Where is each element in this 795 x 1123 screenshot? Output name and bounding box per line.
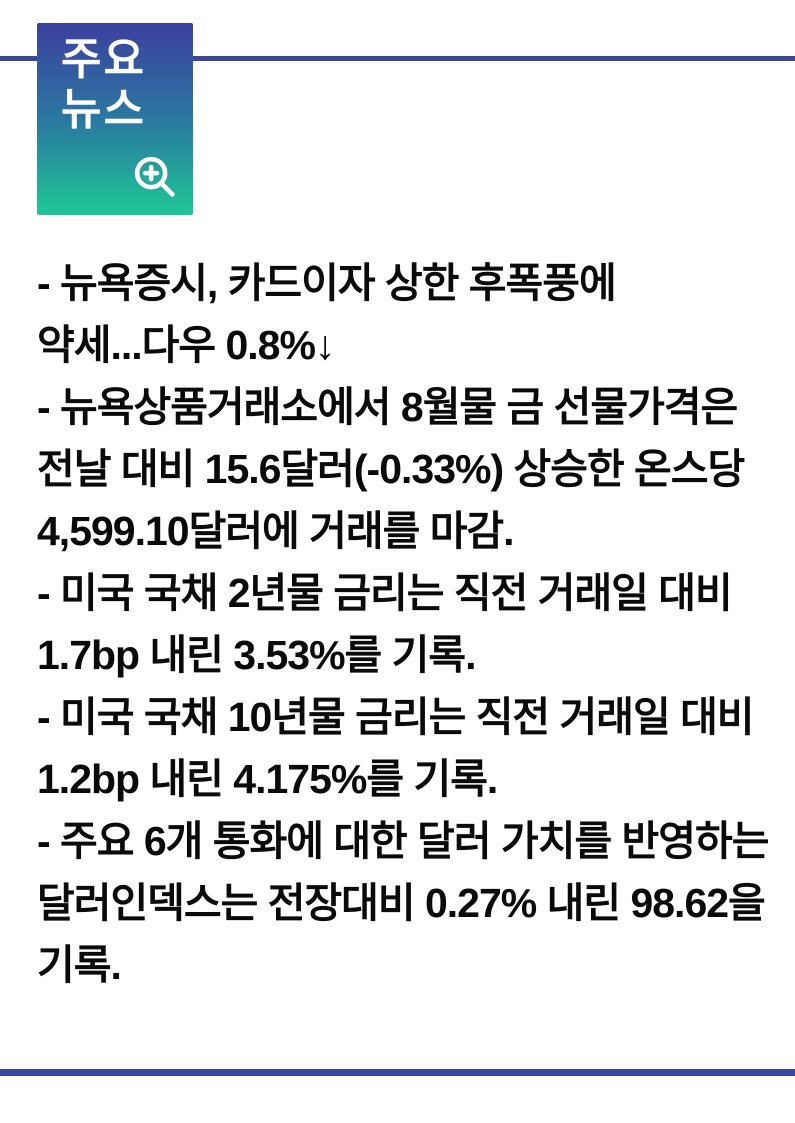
news-line: - 미국 국채 10년물 금리는 직전 거래일 대비 — [37, 694, 755, 740]
news-line: 달러인덱스는 전장대비 0.27% 내린 98.62을 — [37, 880, 766, 926]
bottom-divider — [0, 1069, 795, 1076]
news-line: 1.7bp 내린 3.53%를 기록. — [37, 632, 477, 678]
badge-title: 주요 뉴스 — [37, 23, 193, 135]
major-news-badge[interactable]: 주요 뉴스 — [37, 23, 193, 215]
news-line: - 뉴욕증시, 카드이자 상한 후폭풍에 — [37, 260, 617, 306]
zoom-in-icon[interactable] — [131, 153, 177, 199]
news-line: 기록. — [37, 942, 122, 988]
badge-title-line1: 주요 — [61, 35, 146, 84]
news-line: 4,599.10달러에 거래를 마감. — [37, 508, 515, 554]
news-line: 약세...다우 0.8%↓ — [37, 322, 335, 368]
top-divider — [0, 56, 795, 61]
news-line: - 미국 국채 2년물 금리는 직전 거래일 대비 — [37, 570, 733, 616]
news-body: - 뉴욕증시, 카드이자 상한 후폭풍에 약세...다우 0.8%↓ - 뉴욕상… — [37, 252, 769, 996]
news-line: - 주요 6개 통화에 대한 달러 가치를 반영하는 — [37, 818, 769, 864]
news-line: 전날 대비 15.6달러(-0.33%) 상승한 온스당 — [37, 446, 745, 492]
news-line: - 뉴욕상품거래소에서 8월물 금 선물가격은 — [37, 384, 738, 430]
news-line: 1.2bp 내린 4.175%를 기록. — [37, 756, 498, 802]
badge-title-line2: 뉴스 — [61, 85, 146, 134]
